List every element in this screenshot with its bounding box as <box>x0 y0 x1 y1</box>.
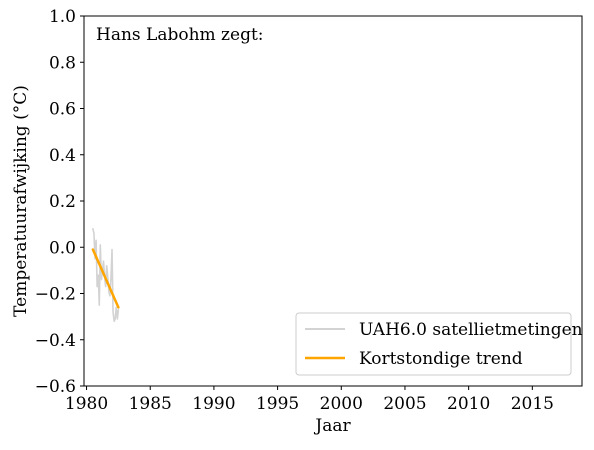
series-line-trend <box>91 248 120 309</box>
y-tick-label: −0.6 <box>35 377 76 397</box>
x-tick-label: 1985 <box>129 394 172 414</box>
y-tick-label: 0.4 <box>49 146 76 166</box>
plot-frame <box>83 15 583 387</box>
x-tick-label: 2005 <box>383 394 426 414</box>
legend-label-uah: UAH6.0 satellietmetingen <box>359 320 583 340</box>
x-axis-ticks: 1980 1985 1990 1995 2000 2005 2010 2015 <box>65 386 554 414</box>
y-tick-label: 0.0 <box>49 238 76 258</box>
legend-frame <box>295 312 572 376</box>
y-tick-label: −0.4 <box>35 331 76 351</box>
x-tick-label: 2010 <box>447 394 490 414</box>
series-line-uah <box>92 227 120 323</box>
series-layer <box>91 227 120 323</box>
x-tick-label: 1980 <box>65 394 108 414</box>
x-axis-label: Jaar <box>313 416 351 436</box>
y-axis-ticks: −0.6 −0.4 −0.2 0.0 0.2 0.4 0.6 0.8 1.0 <box>35 7 84 397</box>
y-tick-label: −0.2 <box>35 285 76 305</box>
chart-annotation: Hans Labohm zegt: <box>96 25 264 45</box>
y-tick-label: 0.6 <box>49 100 76 120</box>
x-tick-label: 1995 <box>256 394 299 414</box>
y-tick-label: 0.2 <box>49 192 76 212</box>
legend-label-trend: Kortstondige trend <box>359 349 523 369</box>
x-tick-label: 2015 <box>511 394 554 414</box>
x-tick-label: 1990 <box>192 394 235 414</box>
x-tick-label: 2000 <box>320 394 363 414</box>
y-axis-label: Temperatuurafwijking (°C) <box>11 85 31 317</box>
y-tick-label: 0.8 <box>49 53 76 73</box>
legend: UAH6.0 satellietmetingen Kortstondige tr… <box>295 312 583 376</box>
y-tick-label: 1.0 <box>49 7 76 27</box>
